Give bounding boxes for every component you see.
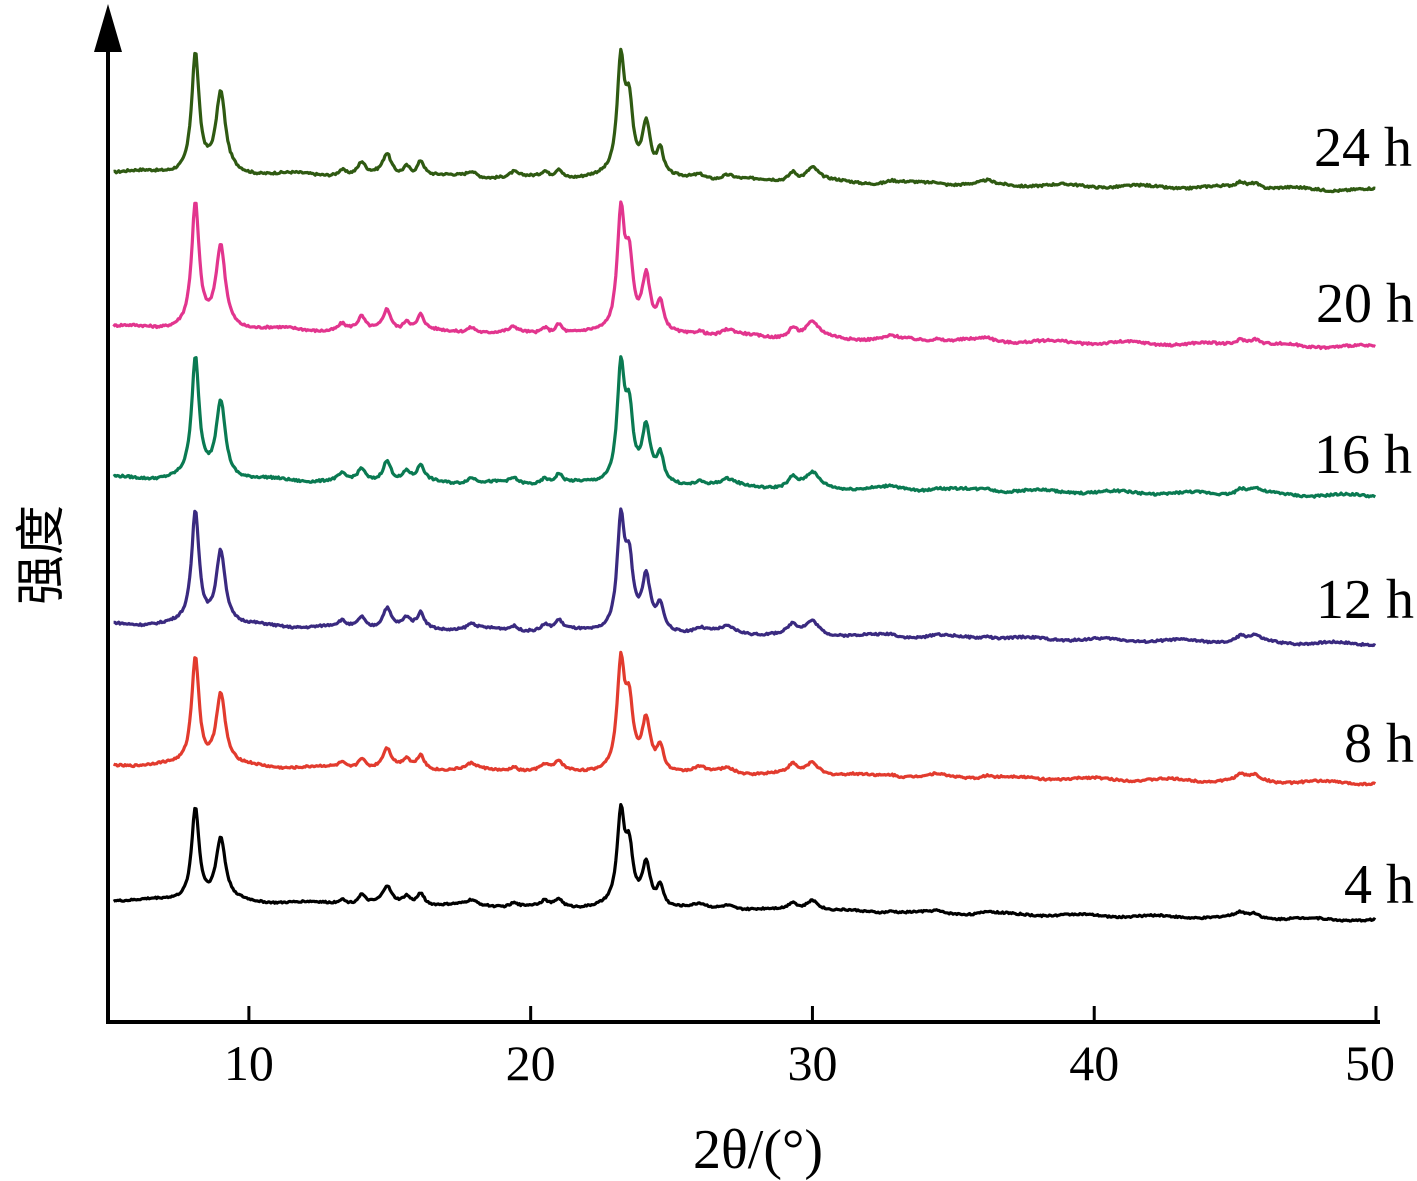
series-line-4h [112, 803, 1377, 923]
series-line-20h [112, 200, 1376, 351]
x-axis-title: 2θ/(°) [693, 1119, 823, 1181]
x-tick-label-30: 30 [787, 1035, 837, 1091]
y-axis-title: 强度 [12, 505, 70, 605]
series-label-8h: 8 h [1344, 713, 1414, 775]
series-label-24h: 24 h [1314, 117, 1412, 179]
x-ticks: 10 20 30 40 50 [224, 1006, 1395, 1091]
series-labels: 24 h 20 h 16 h 12 h 8 h 4 h [1314, 117, 1414, 916]
series-line-8h [112, 650, 1377, 787]
series-label-12h: 12 h [1316, 569, 1414, 631]
x-tick-label-10: 10 [224, 1035, 274, 1091]
x-tick-label-20: 20 [506, 1035, 556, 1091]
series-line-24h [113, 47, 1376, 194]
series-label-4h: 4 h [1344, 854, 1414, 916]
series-line-16h [112, 355, 1377, 499]
x-tick-label-50: 50 [1345, 1035, 1395, 1091]
series-label-16h: 16 h [1314, 424, 1412, 486]
series-label-20h: 20 h [1316, 273, 1414, 335]
y-axis-arrow [94, 4, 122, 52]
series-group [112, 47, 1377, 923]
series-line-12h [113, 507, 1377, 648]
x-tick-label-40: 40 [1069, 1035, 1119, 1091]
